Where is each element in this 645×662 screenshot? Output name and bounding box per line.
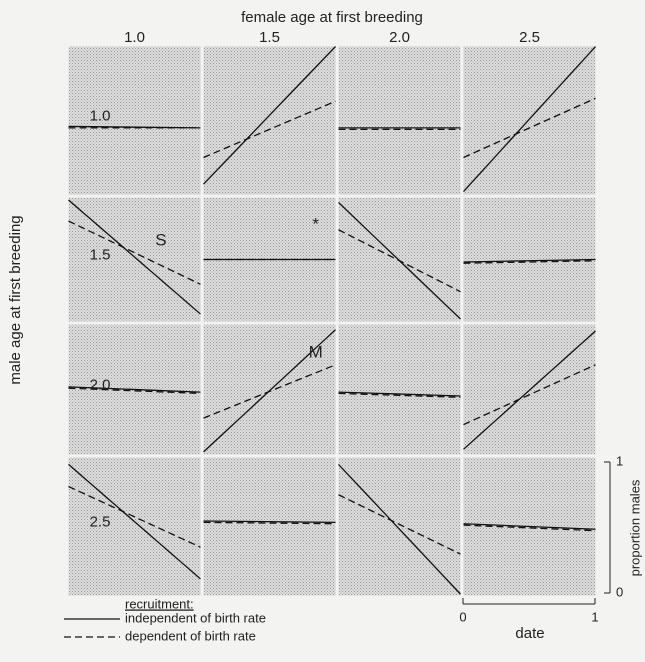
panel-annotation: S [155,230,166,249]
panel [338,197,461,322]
line [68,463,201,580]
line [338,463,461,595]
panel [338,46,461,195]
y2-label: proportion males [627,479,642,576]
line [463,97,596,159]
line [203,520,336,524]
legend-label: independent of birth rate [125,610,266,625]
legend-label: dependent of birth rate [125,628,256,643]
line [463,364,596,426]
line [68,485,201,548]
line [68,387,201,395]
line [203,364,336,419]
title: female age at first breeding [241,9,423,26]
line [338,494,461,555]
column-label: 1.0 [124,29,145,46]
panel [68,46,201,195]
x-label: date [515,625,544,642]
column-label: 2.5 [519,29,540,46]
row-label: 1.0 [90,107,111,124]
line [68,386,201,393]
column-label: 2.0 [389,29,410,46]
panel [203,46,336,195]
line [463,524,596,532]
line [338,391,461,397]
panel-annotation: * [312,214,319,233]
line [203,46,336,185]
panel [68,457,201,596]
line [203,100,336,159]
row-label: 2.5 [90,513,111,530]
panel [203,324,336,455]
row-label: 1.5 [90,246,111,263]
legend-title: recruitment: [125,596,194,611]
line [68,220,201,285]
panel [203,457,336,596]
panel-annotation: M [309,343,323,362]
line [463,46,596,192]
x-tick-label: 0 [459,609,466,624]
line [463,523,596,530]
row-label: 2.0 [90,376,111,393]
panel [68,197,201,322]
y2-tick-label: 1 [616,453,623,468]
line [463,330,596,450]
line [463,260,596,264]
y2-tick-label: 0 [616,584,623,599]
y-label: male age at first breeding [7,215,24,384]
line [463,258,596,263]
line [338,229,461,293]
line [68,199,201,315]
x-tick-label: 1 [591,609,598,624]
panel [338,324,461,455]
line [338,392,461,398]
line [203,521,336,525]
column-label: 1.5 [259,29,280,46]
